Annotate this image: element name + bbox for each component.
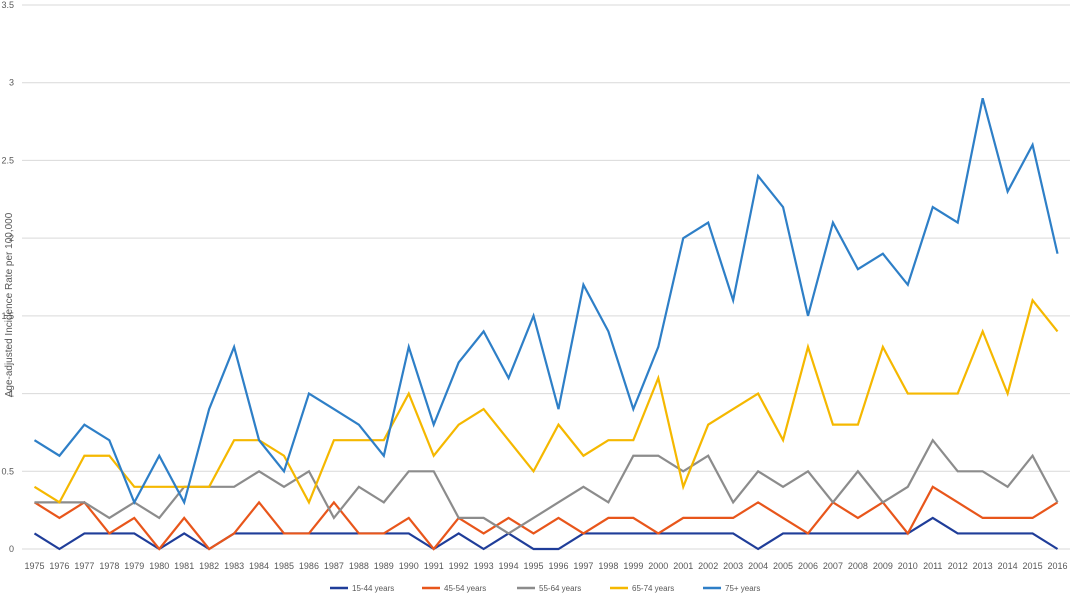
y-tick-label: 1 xyxy=(9,389,14,399)
x-tick-label: 1985 xyxy=(274,561,294,571)
y-tick-label: 3.5 xyxy=(1,0,14,10)
x-tick-label: 1982 xyxy=(199,561,219,571)
x-tick-label: 2014 xyxy=(998,561,1018,571)
x-tick-label: 1980 xyxy=(149,561,169,571)
x-tick-label: 2015 xyxy=(1023,561,1043,571)
gridlines xyxy=(22,4,1070,550)
x-tick-label: 1976 xyxy=(49,561,69,571)
y-tick-label: 1.5 xyxy=(1,311,14,321)
x-tick-label: 2000 xyxy=(648,561,668,571)
x-tick-label: 1993 xyxy=(474,561,494,571)
x-tick-label: 1987 xyxy=(324,561,344,571)
x-tick-label: 2012 xyxy=(948,561,968,571)
y-tick-label: 0.5 xyxy=(1,466,14,476)
x-tick-label: 1988 xyxy=(349,561,369,571)
x-tick-label: 2001 xyxy=(673,561,693,571)
x-tick-label: 2016 xyxy=(1048,561,1068,571)
x-tick-label: 2011 xyxy=(923,561,942,571)
legend-label: 75+ years xyxy=(725,584,760,593)
series-line-4 xyxy=(33,97,1059,506)
x-tick-label: 1981 xyxy=(174,561,194,571)
x-tick-label: 1995 xyxy=(524,561,544,571)
y-tick-label: 2 xyxy=(9,233,14,243)
x-tick-label: 2004 xyxy=(748,561,768,571)
legend: 15-44 years 45-54 years 55-64 years 65-74 y… xyxy=(330,584,760,593)
legend-label: 15-44 years xyxy=(352,584,394,593)
x-tick-label: 2008 xyxy=(848,561,868,571)
x-tick-label: 1998 xyxy=(598,561,618,571)
series-line-0 xyxy=(33,516,1059,551)
x-tick-label: 1978 xyxy=(99,561,119,571)
y-axis-label: Age-adjusted Incidence Rate per 100,000 xyxy=(4,212,15,397)
x-tick-label: 1989 xyxy=(374,561,394,571)
x-tick-label: 2010 xyxy=(898,561,918,571)
x-tick-label: 1984 xyxy=(249,561,269,571)
y-tick-label: 3 xyxy=(9,78,14,88)
y-tick-label: 2.5 xyxy=(1,155,14,165)
x-tick-label: 1979 xyxy=(124,561,144,571)
x-tick-label: 2006 xyxy=(798,561,818,571)
x-tick-label: 1994 xyxy=(499,561,519,571)
y-tick-label: 0 xyxy=(9,544,14,554)
legend-label: 45-54 years xyxy=(444,584,486,593)
x-tick-label: 1997 xyxy=(573,561,593,571)
x-tick-label: 1999 xyxy=(623,561,643,571)
series-line-3 xyxy=(33,297,1059,505)
series-line-1 xyxy=(33,485,1059,551)
x-tick-label: 1986 xyxy=(299,561,319,571)
x-tick-label: 1990 xyxy=(399,561,419,571)
x-tick-label: 2013 xyxy=(973,561,993,571)
x-tick-label: 2002 xyxy=(698,561,718,571)
x-tick-label: 1996 xyxy=(548,561,568,571)
x-tick-label: 1975 xyxy=(24,561,44,571)
y-axis-ticks: 0 0.5 1 1.5 2 2.5 3 3.5 xyxy=(1,0,14,554)
x-tick-label: 2007 xyxy=(823,561,843,571)
series-lines xyxy=(33,97,1059,551)
x-tick-label: 2005 xyxy=(773,561,793,571)
x-tick-label: 1991 xyxy=(424,561,444,571)
x-tick-label: 1977 xyxy=(74,561,94,571)
x-tick-label: 1992 xyxy=(449,561,469,571)
legend-label: 55-64 years xyxy=(539,584,581,593)
legend-label: 65-74 years xyxy=(632,584,674,593)
x-tick-label: 2009 xyxy=(873,561,893,571)
x-tick-label: 2003 xyxy=(723,561,743,571)
x-axis-ticks: 1975 1976 1977 1978 1979 1980 1981 1982 1983 1984… xyxy=(24,561,1067,571)
x-tick-label: 1983 xyxy=(224,561,244,571)
